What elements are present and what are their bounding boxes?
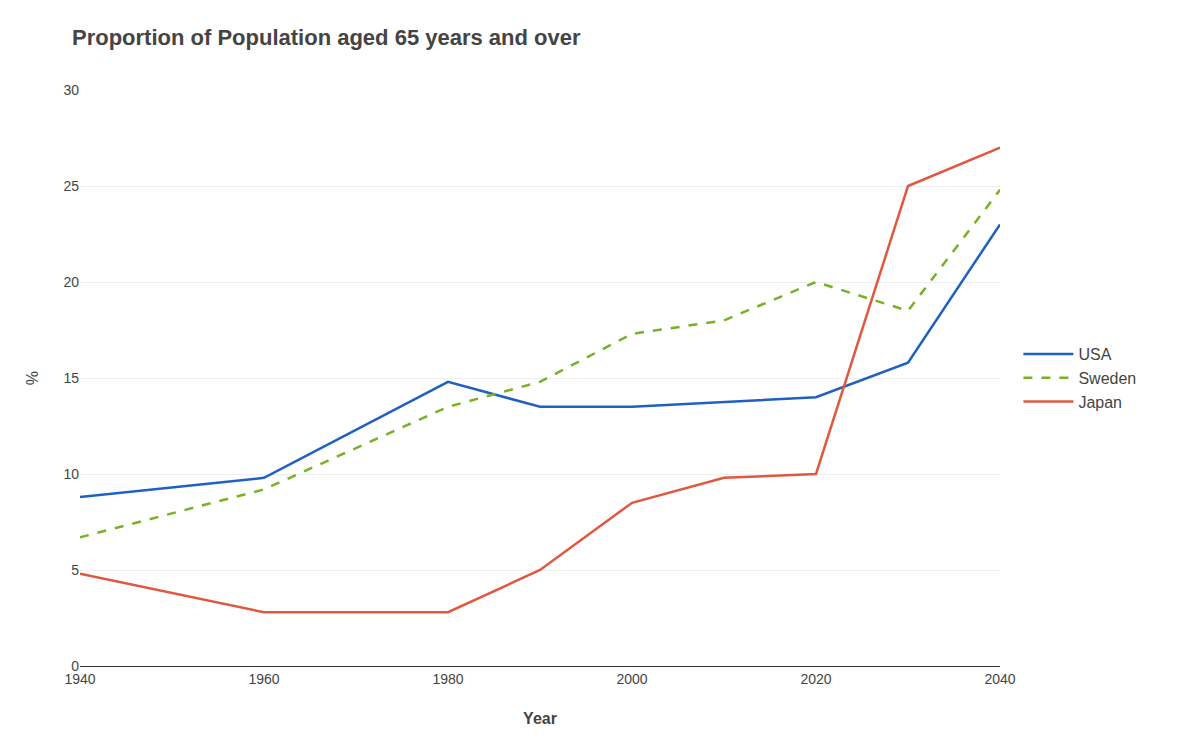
svg-text:1960: 1960 xyxy=(248,671,279,687)
svg-text:2040: 2040 xyxy=(984,671,1015,687)
svg-text:2000: 2000 xyxy=(616,671,647,687)
svg-text:25: 25 xyxy=(63,178,79,194)
svg-text:Proportion of Population aged: Proportion of Population aged 65 years a… xyxy=(72,25,581,50)
svg-text:20: 20 xyxy=(63,274,79,290)
svg-text:30: 30 xyxy=(63,82,79,98)
svg-text:Japan: Japan xyxy=(1078,394,1122,411)
svg-text:2020: 2020 xyxy=(800,671,831,687)
svg-text:USA: USA xyxy=(1078,346,1111,363)
svg-text:10: 10 xyxy=(63,466,79,482)
svg-text:Year: Year xyxy=(523,710,557,727)
svg-text:%: % xyxy=(24,371,41,385)
svg-text:15: 15 xyxy=(63,370,79,386)
svg-text:5: 5 xyxy=(71,562,79,578)
svg-text:1940: 1940 xyxy=(64,671,95,687)
svg-text:0: 0 xyxy=(71,658,79,674)
svg-text:Sweden: Sweden xyxy=(1078,370,1136,387)
svg-text:1980: 1980 xyxy=(432,671,463,687)
